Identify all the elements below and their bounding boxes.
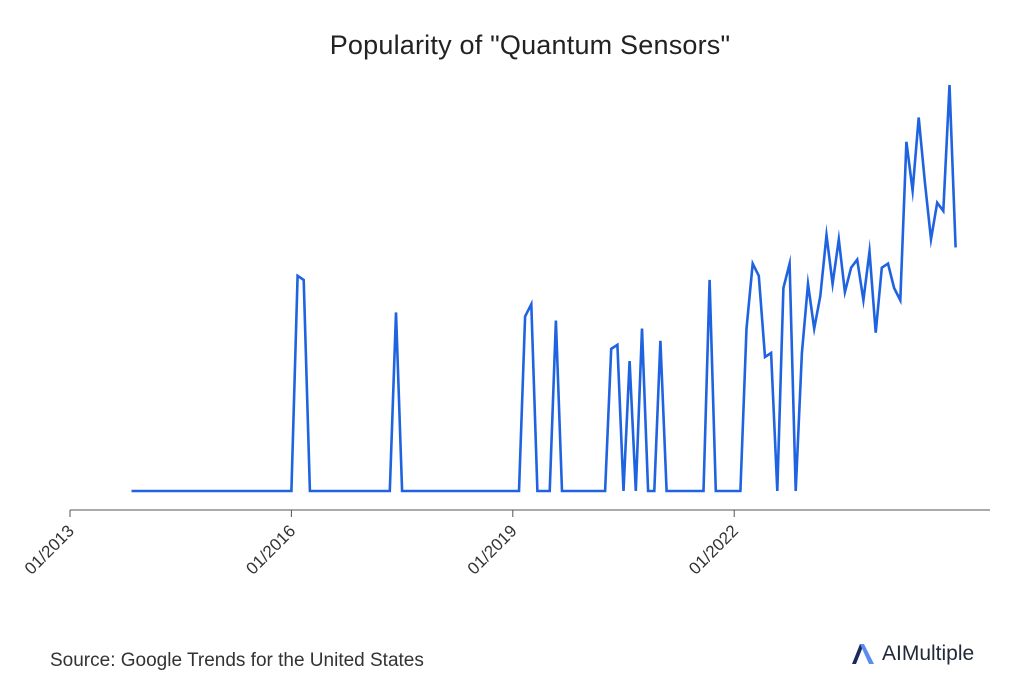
- x-tick-label: 01/2016: [242, 521, 299, 578]
- brand-logo[interactable]: AIMultiple: [850, 637, 974, 671]
- x-tick-label: 01/2013: [21, 521, 78, 578]
- series-layer: [131, 84, 957, 493]
- source-note: Source: Google Trends for the United Sta…: [50, 650, 424, 671]
- aimultiple-logo-icon: [852, 644, 874, 664]
- axis-layer: [69, 509, 990, 517]
- tick-layer: 01/2013 01/2016 01/2019 01/2022: [21, 521, 742, 578]
- x-tick-label: 01/2019: [464, 521, 521, 578]
- brand-name: AIMultiple: [882, 642, 975, 665]
- chart-title: Popularity of "Quantum Sensors": [329, 30, 731, 60]
- x-tick-label: 01/2022: [685, 521, 742, 578]
- series-line-0: [131, 84, 957, 493]
